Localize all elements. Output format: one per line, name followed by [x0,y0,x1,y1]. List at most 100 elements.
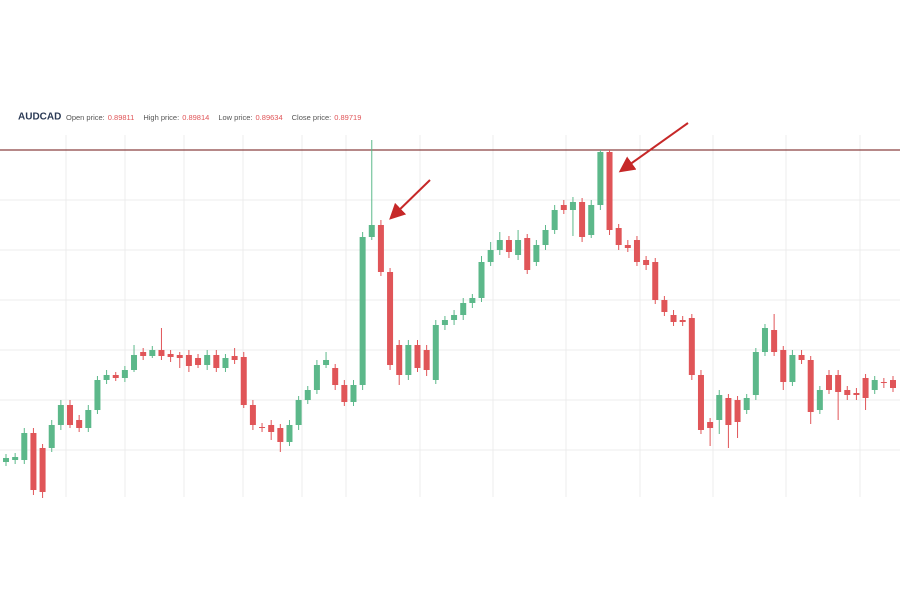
candle-body [743,398,750,410]
candle-body [460,303,467,315]
symbol-title: AUDCAD [18,112,61,123]
candle-body [140,352,147,356]
candle-body [167,354,174,357]
candle-body [825,375,832,390]
candle-body [231,356,238,360]
candle-body [3,458,9,462]
candle-body [204,355,211,365]
info-value: 0.89719 [334,113,361,122]
candle-body [807,360,814,412]
candle-body [76,420,83,428]
candle-body [688,318,695,375]
candle-body [387,272,394,365]
candle-body [871,380,878,390]
candle-body [85,410,92,428]
candle-body [30,433,37,490]
candle-body [697,375,704,430]
candle-body [185,355,192,366]
candle-body [222,358,229,368]
info-label: Close price: [292,113,332,122]
info-label: Low price: [218,113,252,122]
candle-body [624,245,631,248]
info-label: High price: [143,113,179,122]
candle-body [405,345,412,375]
arrow [389,179,431,220]
vertical-grid [65,135,861,497]
candle-body [341,385,348,402]
candle-body [249,405,256,425]
candle-body [853,393,860,395]
candle-body [469,298,476,303]
candle-body [862,378,869,398]
candle-body [323,360,330,365]
candle-body [670,315,677,322]
candle-body [259,427,266,428]
candle-body [441,320,448,325]
candle-body [533,245,540,262]
info-label: Open price: [66,113,105,122]
candle-body [304,390,311,400]
candle-body [725,398,732,425]
candle-body [67,405,74,425]
candle-body [478,262,485,298]
candle-body [615,228,622,245]
candle-body [487,250,494,262]
candle-body [597,152,604,205]
candle-body [12,457,19,460]
candle-body [542,230,549,245]
candle-body [332,368,339,385]
candle-body [313,365,320,390]
candle-body [551,210,558,230]
candle-body [707,422,714,428]
candle-body [423,350,430,370]
candle-body [286,425,293,442]
candle-body [679,320,686,322]
candle-body [798,355,805,360]
candle-body [112,375,119,378]
arrow [618,122,689,173]
candle-body [761,328,768,352]
candle-body [350,385,357,402]
candle-body [39,448,46,492]
candle-body [377,225,384,272]
candle-body [240,357,247,405]
candle-body [835,375,842,392]
candle-body [652,262,659,300]
candle-body [661,300,668,312]
candle-body [844,390,851,395]
candle-body [515,240,522,255]
candle-body [268,425,275,432]
candle-body [94,380,101,410]
candle-body [121,370,128,378]
candle-body [880,382,887,383]
candle-body [816,390,823,410]
candle-body [57,405,64,425]
candle-body [277,428,284,442]
candle-body [890,380,896,388]
candle-body [569,202,576,210]
candle-body [496,240,503,250]
info-value: 0.89814 [182,113,209,122]
info-value: 0.89634 [256,113,283,122]
candle-body [158,350,165,356]
candle-body [149,350,156,356]
candle-body [368,225,375,237]
candle-body [48,425,55,448]
candle-body [195,358,202,365]
candle-body [789,355,796,382]
candle-body [432,325,439,380]
candle-body [734,400,741,422]
candle-body [176,355,183,358]
candle-body [414,345,421,368]
candle-body [606,152,613,230]
candle-body [560,205,567,210]
candle-body [633,240,640,262]
candle-body [588,205,595,235]
candle-body [213,355,220,368]
candle-body [716,395,723,420]
candle-body [505,240,512,252]
candle-body [21,433,28,460]
candle-body [451,315,458,320]
